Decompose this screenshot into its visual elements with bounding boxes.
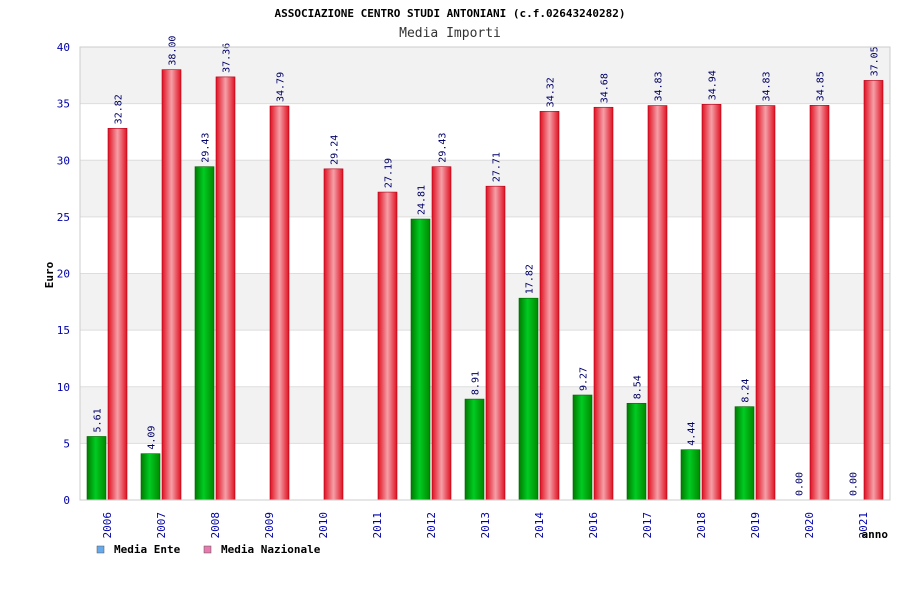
bar-media-nazionale-2018: [701, 104, 722, 501]
data-label-media-nazionale-2014: 34.32: [546, 77, 557, 107]
data-label-media-nazionale-2009: 34.79: [276, 72, 287, 102]
data-label-media-ente-2014: 17.82: [525, 264, 536, 294]
x-tick-label-2018: 2018: [695, 512, 708, 539]
bar-media-ente-2019: [734, 406, 755, 501]
x-tick-label-2011: 2011: [371, 512, 384, 539]
chart-title: ASSOCIAZIONE CENTRO STUDI ANTONIANI (c.f…: [275, 7, 626, 20]
x-tick-label-2020: 2020: [803, 512, 816, 539]
y-tick-label: 30: [57, 154, 70, 167]
data-label-media-ente-2021: 0.00: [849, 472, 860, 496]
legend-swatch-media-ente: [96, 545, 105, 554]
x-tick-label-2014: 2014: [533, 512, 546, 539]
data-label-media-nazionale-2011: 27.19: [384, 158, 395, 188]
bar-media-ente-2007: [140, 453, 161, 501]
y-tick-label: 0: [63, 494, 70, 507]
bar-media-nazionale-2010: [323, 168, 344, 501]
grid-band: [80, 103, 890, 161]
data-label-media-nazionale-2016: 34.68: [600, 73, 611, 103]
data-label-media-ente-2008: 29.43: [201, 133, 212, 163]
grid-band: [80, 216, 890, 274]
x-tick-label-2017: 2017: [641, 512, 654, 539]
grid-band: [80, 443, 890, 500]
grid-band: [80, 273, 890, 331]
data-label-media-nazionale-2006: 32.82: [114, 94, 125, 124]
grid-band: [80, 47, 890, 104]
x-tick-label-2016: 2016: [587, 512, 600, 539]
data-label-media-ente-2013: 8.91: [471, 371, 482, 395]
bar-media-nazionale-2009: [269, 105, 290, 501]
bar-media-nazionale-2019: [755, 105, 776, 501]
x-tick-label-2010: 2010: [317, 512, 330, 539]
x-tick-label-2021: 2021: [857, 512, 870, 539]
bar-media-nazionale-2014: [539, 111, 560, 501]
x-tick-label-2008: 2008: [209, 512, 222, 539]
x-axis-label: anno: [862, 528, 889, 541]
bar-media-nazionale-2020: [809, 105, 830, 501]
bar-media-ente-2016: [572, 394, 593, 501]
bar-media-nazionale-2021: [863, 80, 884, 501]
bar-media-ente-2014: [518, 297, 539, 501]
bar-media-nazionale-2017: [647, 105, 668, 501]
legend-label-media-ente: Media Ente: [114, 543, 181, 556]
bar-media-ente-2008: [194, 166, 215, 501]
data-label-media-nazionale-2010: 29.24: [330, 135, 341, 165]
x-tick-label-2013: 2013: [479, 512, 492, 539]
legend-swatch-media-nazionale: [203, 545, 212, 554]
legend: Media Ente Media Nazionale: [96, 543, 321, 556]
data-label-media-nazionale-2019: 34.83: [762, 71, 773, 101]
legend-label-media-nazionale: Media Nazionale: [221, 543, 321, 556]
data-label-media-nazionale-2021: 37.05: [870, 46, 881, 76]
data-label-media-ente-2006: 5.61: [93, 408, 104, 432]
data-label-media-ente-2016: 9.27: [579, 367, 590, 391]
x-tick-label-2006: 2006: [101, 512, 114, 539]
grid-band: [80, 160, 890, 217]
x-tick-label-2007: 2007: [155, 512, 168, 539]
x-tick-label-2019: 2019: [749, 512, 762, 539]
bar-media-nazionale-2016: [593, 106, 614, 501]
y-tick-label: 35: [57, 98, 70, 111]
data-label-media-ente-2018: 4.44: [687, 422, 698, 446]
bar-media-ente-2018: [680, 449, 701, 501]
y-tick-label: 10: [57, 381, 70, 394]
data-label-media-ente-2019: 8.24: [741, 379, 752, 403]
data-label-media-nazionale-2013: 27.71: [492, 152, 503, 182]
bar-media-ente-2006: [86, 436, 107, 501]
x-tick-label-2012: 2012: [425, 512, 438, 539]
data-label-media-ente-2017: 8.54: [633, 375, 644, 399]
bar-media-nazionale-2006: [107, 128, 128, 501]
y-axis-label: Euro: [43, 261, 56, 288]
y-tick-label: 25: [57, 211, 70, 224]
y-tick-label: 5: [63, 437, 70, 450]
bar-media-ente-2012: [410, 218, 431, 501]
data-label-media-ente-2007: 4.09: [147, 426, 158, 450]
y-tick-label: 20: [57, 268, 70, 281]
data-label-media-nazionale-2012: 29.43: [438, 133, 449, 163]
y-tick-label: 40: [57, 41, 70, 54]
data-label-media-nazionale-2020: 34.85: [816, 71, 827, 101]
bar-media-ente-2013: [464, 398, 485, 501]
data-label-media-ente-2020: 0.00: [795, 472, 806, 496]
bar-media-nazionale-2012: [431, 166, 452, 501]
bar-media-nazionale-2007: [161, 69, 182, 501]
grid-band: [80, 386, 890, 444]
chart-subtitle: Media Importi: [399, 26, 501, 41]
data-label-media-nazionale-2018: 34.94: [708, 70, 719, 100]
bar-media-nazionale-2008: [215, 76, 236, 501]
data-label-media-nazionale-2008: 37.36: [222, 43, 233, 73]
grid-band: [80, 330, 890, 387]
y-tick-label: 15: [57, 324, 70, 337]
data-label-media-ente-2012: 24.81: [417, 185, 428, 215]
data-label-media-nazionale-2007: 38.00: [168, 36, 179, 66]
plot-frame: [79, 46, 891, 501]
bar-media-ente-2017: [626, 402, 647, 501]
bar-media-nazionale-2013: [485, 185, 506, 501]
bar-media-nazionale-2011: [377, 191, 398, 501]
data-label-media-nazionale-2017: 34.83: [654, 71, 665, 101]
x-tick-label-2009: 2009: [263, 512, 276, 539]
